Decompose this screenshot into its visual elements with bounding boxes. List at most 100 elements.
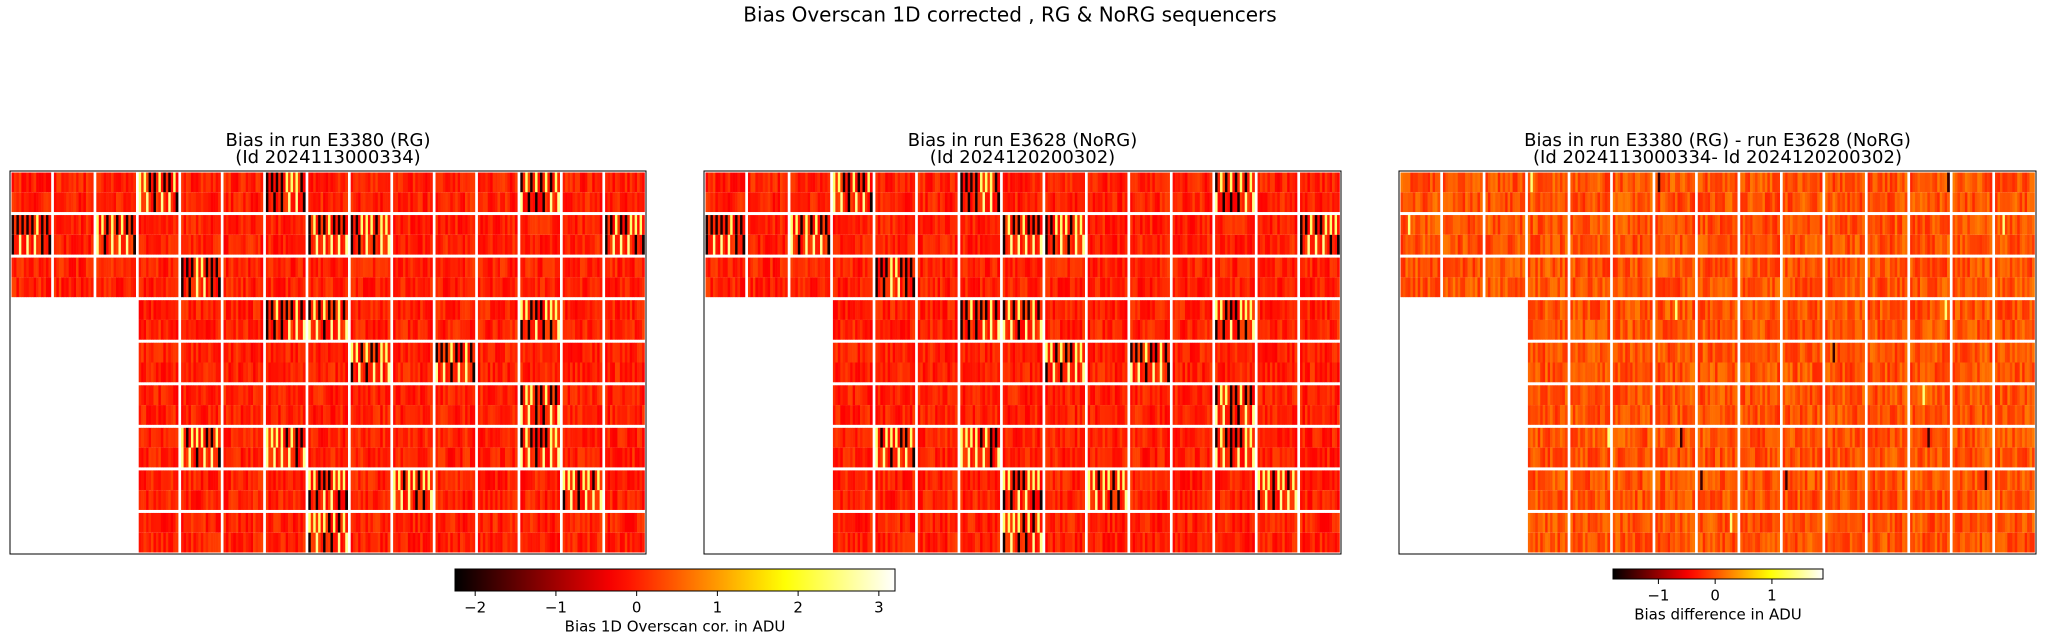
tile-texture <box>163 300 167 320</box>
tile-texture <box>370 427 374 448</box>
tile-texture <box>245 385 249 406</box>
tile-texture <box>592 405 596 425</box>
tile-texture <box>365 490 369 510</box>
tile-texture <box>495 385 498 406</box>
tile-texture <box>120 234 124 255</box>
tile-texture <box>21 172 25 193</box>
tile-texture <box>332 362 336 383</box>
tile-texture <box>302 532 306 553</box>
tile-texture <box>577 512 581 533</box>
tile-texture <box>297 385 301 406</box>
tile-texture <box>158 362 162 383</box>
tile-texture <box>469 532 473 553</box>
tile-texture <box>1304 172 1308 193</box>
tile-texture <box>1122 192 1125 213</box>
tile-texture <box>308 362 312 383</box>
tile-texture <box>592 257 596 278</box>
tile-texture <box>395 512 399 533</box>
tile-texture <box>932 172 936 193</box>
tile-texture <box>215 234 219 255</box>
tile-texture <box>148 215 152 235</box>
tile-texture <box>639 405 643 425</box>
tile-texture <box>1124 215 1128 235</box>
tile-texture <box>190 447 194 468</box>
tile-texture <box>228 405 232 425</box>
tile-texture <box>175 447 179 468</box>
tile-texture <box>332 234 336 255</box>
tile-texture <box>485 277 489 298</box>
tile-texture <box>495 512 498 533</box>
tile-texture <box>775 257 778 278</box>
tile-texture <box>607 172 611 193</box>
tile-texture <box>642 490 645 510</box>
tile-texture <box>504 512 508 533</box>
tile-texture <box>1215 215 1218 235</box>
tile-texture <box>255 300 259 320</box>
tile-texture <box>784 215 788 235</box>
tile-texture <box>417 532 421 553</box>
tile-texture <box>345 192 348 213</box>
tile-texture <box>530 512 533 533</box>
tile-texture <box>16 234 20 255</box>
tile-texture <box>824 215 828 235</box>
tile-texture <box>639 532 643 553</box>
tile-texture <box>845 192 848 213</box>
tile-texture <box>705 192 709 213</box>
tile-texture <box>727 234 731 255</box>
tile-texture <box>133 192 136 213</box>
tile-texture <box>530 427 533 448</box>
tile-texture <box>972 215 976 235</box>
tile-texture <box>832 192 836 213</box>
tile-texture <box>1052 215 1056 235</box>
tile-texture <box>797 192 801 213</box>
tile-texture <box>572 192 576 213</box>
tile-texture <box>579 277 583 298</box>
tile-texture <box>270 342 274 363</box>
tile-texture <box>579 234 583 255</box>
tile-texture <box>56 277 60 298</box>
tile-texture <box>66 192 69 213</box>
tile-texture <box>562 172 566 193</box>
tile-texture <box>195 234 199 255</box>
tile-texture <box>619 342 623 363</box>
tile-texture <box>514 512 518 533</box>
tile-texture <box>188 447 192 468</box>
tile-texture <box>71 172 74 193</box>
tile-texture <box>502 257 506 278</box>
tile-texture <box>402 512 406 533</box>
tile-texture <box>280 215 284 235</box>
tile-texture <box>1262 234 1266 255</box>
tile-texture <box>544 234 548 255</box>
tile-texture <box>554 277 558 298</box>
tile-texture <box>165 362 169 383</box>
tile-texture <box>223 257 227 278</box>
tile-texture <box>153 234 157 255</box>
tile-texture <box>509 362 513 383</box>
tile-texture <box>450 470 454 491</box>
tile-texture <box>582 532 586 553</box>
tile-texture <box>457 319 461 340</box>
tile-texture <box>340 192 344 213</box>
tile-texture <box>1005 234 1008 255</box>
tile-texture <box>589 300 593 320</box>
tile-texture <box>1140 192 1143 213</box>
tile-texture <box>270 257 274 278</box>
tile-texture <box>66 215 69 235</box>
tile-texture <box>597 405 600 425</box>
tile-texture <box>1292 172 1295 193</box>
tile-texture <box>208 192 211 213</box>
tile-texture <box>290 405 294 425</box>
tile-texture <box>270 405 274 425</box>
tile-texture <box>228 447 232 468</box>
tile-texture <box>367 300 371 320</box>
tile-texture <box>415 172 419 193</box>
tile-texture <box>540 192 543 213</box>
tile-texture <box>902 215 906 235</box>
tile-texture <box>278 172 281 193</box>
tile-texture <box>605 385 608 406</box>
tile-texture <box>1260 192 1263 213</box>
tile-texture <box>485 512 489 533</box>
tile-texture <box>447 300 451 320</box>
tile-texture <box>165 470 169 491</box>
tile-texture <box>365 447 369 468</box>
